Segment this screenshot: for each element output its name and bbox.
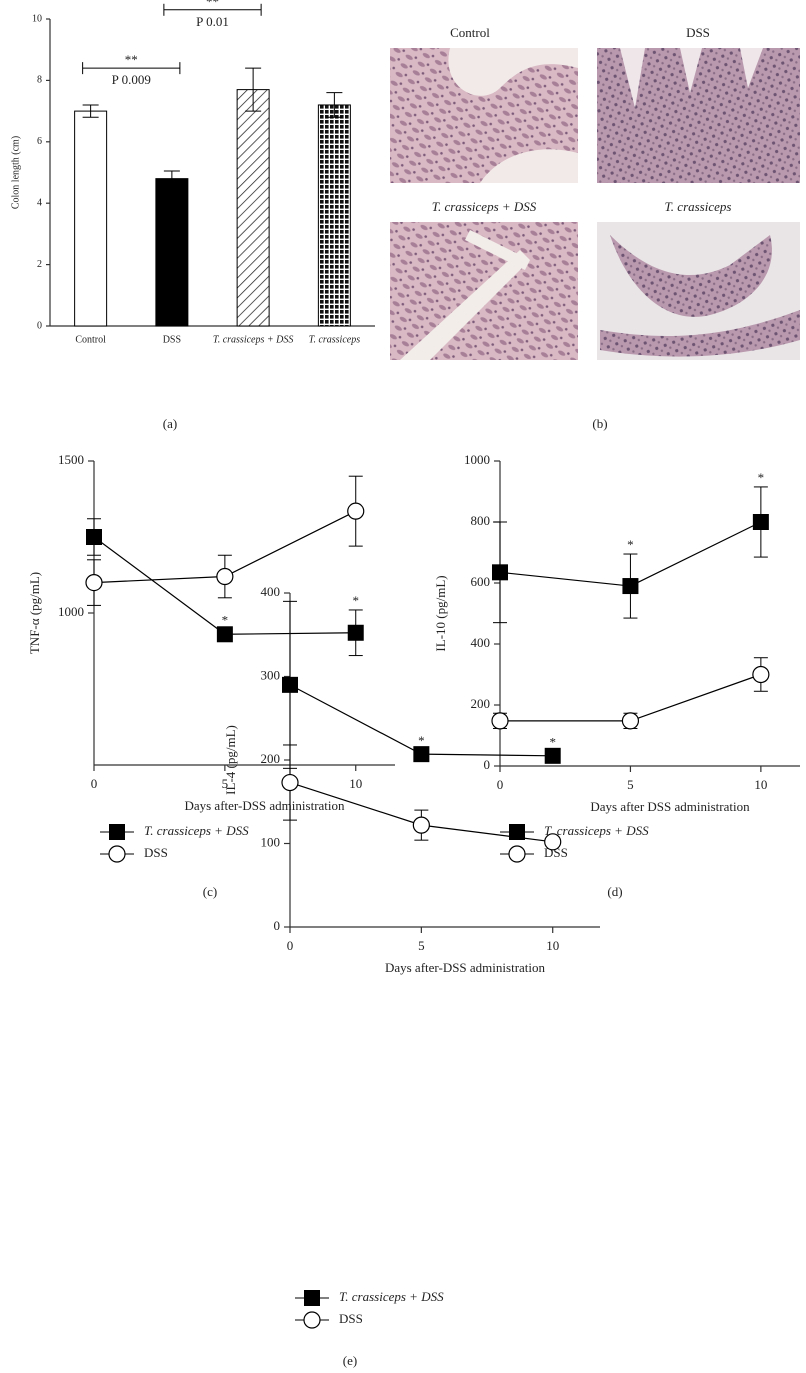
bar (75, 111, 107, 326)
data-point (86, 529, 102, 545)
legend-label: DSS (339, 1311, 363, 1326)
y-tick-label: 200 (471, 696, 491, 711)
data-point (492, 564, 508, 580)
data-point (217, 569, 233, 585)
data-point (348, 503, 364, 519)
legend-label: T. crassiceps + DSS (339, 1289, 444, 1304)
data-point (753, 667, 769, 683)
significance-stars: ** (206, 0, 219, 9)
x-axis-label: Days after-DSS administration (184, 798, 345, 813)
y-tick-label: 4 (37, 197, 42, 208)
image-title: Control (450, 25, 490, 40)
legend-marker (509, 846, 525, 862)
x-tick-label: T. crassiceps (309, 334, 361, 345)
data-point (545, 748, 561, 764)
x-tick-label: Control (75, 334, 106, 345)
x-tick-label: 10 (349, 776, 362, 791)
significance-star: * (352, 593, 359, 608)
y-tick-label: 400 (471, 635, 491, 650)
y-tick-label: 1000 (464, 452, 490, 467)
panel-label: (a) (163, 416, 177, 431)
panel-label: (c) (203, 884, 217, 899)
panel-label: (b) (592, 416, 607, 431)
y-axis-label: IL-4 (pg/mL) (223, 725, 238, 795)
x-tick-label: 10 (754, 777, 767, 792)
data-point (86, 575, 102, 591)
significance-star: * (758, 470, 765, 485)
x-axis-label: Days after-DSS administration (385, 960, 546, 975)
y-axis-label: IL-10 (pg/mL) (433, 575, 448, 651)
data-point (282, 677, 298, 693)
image-title: DSS (686, 25, 710, 40)
y-tick-label: 1500 (58, 452, 84, 467)
data-point (622, 713, 638, 729)
legend-label: DSS (144, 845, 168, 860)
legend-marker (304, 1290, 320, 1306)
x-tick-label: 10 (546, 938, 559, 953)
x-tick-label: 0 (497, 777, 504, 792)
x-tick-label: T. crassiceps + DSS (213, 334, 293, 345)
histology-panel: Control DSS T. crassiceps + DSS T. crass… (390, 25, 800, 431)
data-point (217, 626, 233, 642)
y-tick-label: 200 (261, 751, 281, 766)
significance-star: * (418, 733, 425, 748)
y-tick-label: 0 (37, 320, 42, 331)
legend-marker (109, 824, 125, 840)
significance-star: * (549, 735, 556, 750)
legend-marker (304, 1312, 320, 1328)
data-point (492, 713, 508, 729)
bar (318, 105, 350, 326)
data-point (282, 775, 298, 791)
x-axis-label: Days after DSS administration (590, 799, 750, 814)
y-tick-label: 0 (274, 918, 281, 933)
significance-star: * (222, 613, 229, 628)
data-point (413, 817, 429, 833)
x-tick-label: 0 (91, 776, 98, 791)
data-point (753, 514, 769, 530)
y-tick-label: 300 (261, 667, 281, 682)
x-tick-label: 0 (287, 938, 294, 953)
x-tick-label: 5 (627, 777, 634, 792)
significance-star: * (627, 537, 634, 552)
significance-stars: ** (125, 52, 138, 67)
legend-label: T. crassiceps + DSS (544, 823, 649, 838)
bar (156, 179, 188, 326)
data-point (622, 578, 638, 594)
y-tick-label: 1000 (58, 604, 84, 619)
y-tick-label: 6 (37, 136, 42, 147)
y-axis-label: Colon length (cm) (10, 136, 21, 209)
y-tick-label: 800 (471, 513, 491, 528)
x-tick-label: DSS (163, 334, 181, 345)
y-tick-label: 400 (261, 584, 281, 599)
y-tick-label: 600 (471, 574, 491, 589)
image-title: T. crassiceps + DSS (432, 199, 537, 214)
y-tick-label: 0 (484, 757, 491, 772)
p-value: P 0.01 (196, 14, 229, 29)
legend-marker (109, 846, 125, 862)
panel-label: (d) (607, 884, 622, 899)
y-tick-label: 8 (37, 75, 42, 86)
bar (237, 90, 269, 326)
x-tick-label: 5 (418, 938, 425, 953)
y-tick-label: 100 (261, 834, 281, 849)
y-axis-label: TNF-α (pg/mL) (27, 572, 42, 654)
image-title: T. crassiceps (665, 199, 732, 214)
panel-label: (e) (343, 1353, 357, 1368)
y-tick-label: 10 (32, 13, 42, 24)
p-value: P 0.009 (112, 72, 151, 87)
data-point (545, 834, 561, 850)
y-tick-label: 2 (37, 259, 42, 270)
data-point (413, 746, 429, 762)
data-point (348, 625, 364, 641)
legend-label: T. crassiceps + DSS (144, 823, 249, 838)
figure: Control DSS T. crassiceps + DSS T. crass… (0, 0, 806, 1373)
